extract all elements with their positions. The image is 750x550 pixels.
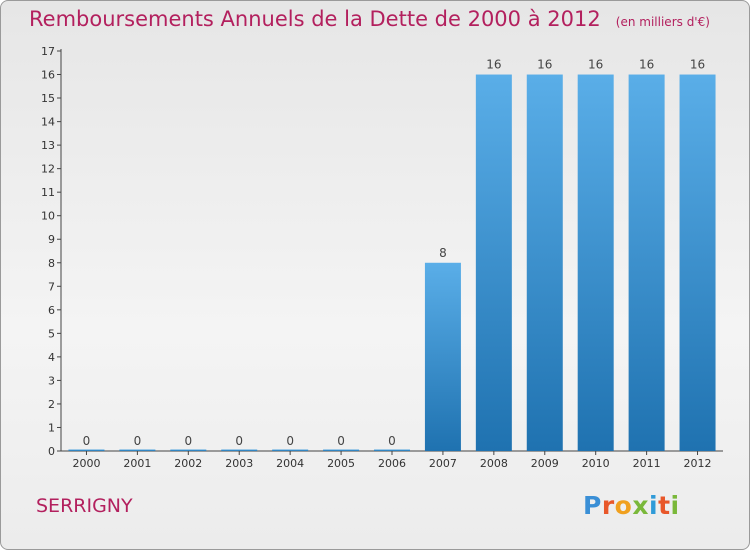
- data-label: 0: [134, 434, 142, 448]
- y-tick-label: 7: [48, 280, 55, 293]
- x-tick-label: 2009: [531, 457, 559, 470]
- data-label: 0: [286, 434, 294, 448]
- unit-text: (en milliers d'€): [615, 15, 710, 29]
- y-tick-label: 0: [48, 445, 55, 458]
- x-tick-label: 2008: [480, 457, 508, 470]
- commune-name: SERRIGNY: [36, 495, 133, 517]
- logo-letter: x: [632, 491, 649, 520]
- data-label: 16: [690, 58, 705, 72]
- bars: [68, 74, 716, 451]
- y-tick-label: 13: [41, 139, 55, 152]
- y-tick-label: 3: [48, 374, 55, 387]
- data-label: 0: [388, 434, 396, 448]
- y-tick-label: 1: [48, 421, 55, 434]
- data-label: 0: [83, 434, 91, 448]
- y-tick-label: 2: [48, 398, 55, 411]
- logo-letter: r: [601, 491, 615, 520]
- x-tick-label: 2012: [684, 457, 712, 470]
- bar: [526, 74, 563, 451]
- bar: [628, 74, 665, 451]
- chart-title: Remboursements Annuels de la Dette de 20…: [29, 7, 710, 31]
- x-tick-label: 2005: [327, 457, 355, 470]
- x-tick-label: 2003: [225, 457, 253, 470]
- data-label: 16: [639, 58, 654, 72]
- y-tick-label: 15: [41, 92, 55, 105]
- data-label: 0: [184, 434, 192, 448]
- bar: [68, 449, 105, 451]
- x-tick-label: 2001: [123, 457, 151, 470]
- bar: [475, 74, 512, 451]
- y-tick-label: 14: [41, 116, 55, 129]
- x-tick-label: 2010: [582, 457, 610, 470]
- bar: [424, 262, 461, 451]
- logo-letter: P: [583, 491, 602, 520]
- bar: [323, 449, 360, 451]
- logo-letter: o: [614, 491, 633, 520]
- data-label: 16: [537, 58, 552, 72]
- x-tick-label: 2002: [174, 457, 202, 470]
- bar: [577, 74, 614, 451]
- y-tick-label: 11: [41, 186, 55, 199]
- data-label: 16: [588, 58, 603, 72]
- logo-letter: t: [658, 491, 671, 520]
- data-label: 16: [486, 58, 501, 72]
- x-tick-label: 2006: [378, 457, 406, 470]
- bar: [119, 449, 156, 451]
- y-tick-label: 16: [41, 69, 55, 82]
- y-tick-label: 4: [48, 351, 55, 364]
- y-tick-label: 10: [41, 210, 55, 223]
- logo-letter: i: [649, 491, 659, 520]
- axes: [57, 49, 723, 455]
- x-tick-label: 2004: [276, 457, 304, 470]
- bar: [170, 449, 207, 451]
- labels: 0123456789101112131415161720000200102002…: [41, 45, 712, 470]
- y-tick-label: 8: [48, 257, 55, 270]
- proxiti-logo: Proxiti: [583, 491, 680, 520]
- y-tick-label: 6: [48, 304, 55, 317]
- bar: [374, 449, 410, 451]
- title-text: Remboursements Annuels de la Dette de 20…: [29, 7, 601, 31]
- x-tick-label: 2000: [72, 457, 100, 470]
- y-tick-label: 12: [41, 163, 55, 176]
- bar: [679, 74, 716, 451]
- logo-letter: i: [670, 491, 680, 520]
- bar: [221, 449, 258, 451]
- data-label: 8: [439, 246, 447, 260]
- x-tick-label: 2011: [633, 457, 661, 470]
- y-tick-label: 9: [48, 233, 55, 246]
- data-label: 0: [337, 434, 345, 448]
- bar: [272, 449, 309, 451]
- x-tick-label: 2007: [429, 457, 457, 470]
- data-label: 0: [235, 434, 243, 448]
- y-tick-label: 5: [48, 327, 55, 340]
- y-tick-label: 17: [41, 45, 55, 58]
